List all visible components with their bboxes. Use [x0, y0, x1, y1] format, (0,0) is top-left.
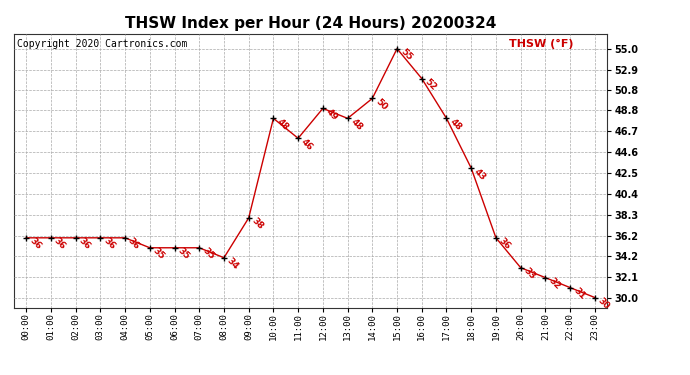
- Text: 48: 48: [448, 117, 463, 132]
- Text: 36: 36: [126, 236, 141, 252]
- Text: 36: 36: [497, 236, 513, 252]
- Text: 50: 50: [374, 97, 389, 112]
- Text: 43: 43: [473, 167, 488, 182]
- Text: 36: 36: [28, 236, 43, 252]
- Title: THSW Index per Hour (24 Hours) 20200324: THSW Index per Hour (24 Hours) 20200324: [125, 16, 496, 31]
- Text: THSW (°F): THSW (°F): [509, 39, 574, 49]
- Text: 38: 38: [250, 216, 265, 232]
- Text: 35: 35: [201, 246, 216, 262]
- Text: Copyright 2020 Cartronics.com: Copyright 2020 Cartronics.com: [17, 39, 187, 49]
- Text: 31: 31: [571, 286, 586, 302]
- Text: 55: 55: [398, 47, 413, 63]
- Text: 36: 36: [52, 236, 68, 252]
- Text: 48: 48: [349, 117, 364, 132]
- Text: 36: 36: [77, 236, 92, 252]
- Text: 35: 35: [176, 246, 191, 262]
- Text: 49: 49: [324, 107, 339, 122]
- Text: 30: 30: [596, 296, 611, 311]
- Text: 46: 46: [299, 137, 315, 152]
- Text: 32: 32: [546, 276, 562, 291]
- Text: 48: 48: [275, 117, 290, 132]
- Text: 35: 35: [151, 246, 166, 262]
- Text: 33: 33: [522, 266, 538, 282]
- Text: 36: 36: [101, 236, 117, 252]
- Text: 34: 34: [226, 256, 241, 272]
- Text: 52: 52: [423, 77, 438, 92]
